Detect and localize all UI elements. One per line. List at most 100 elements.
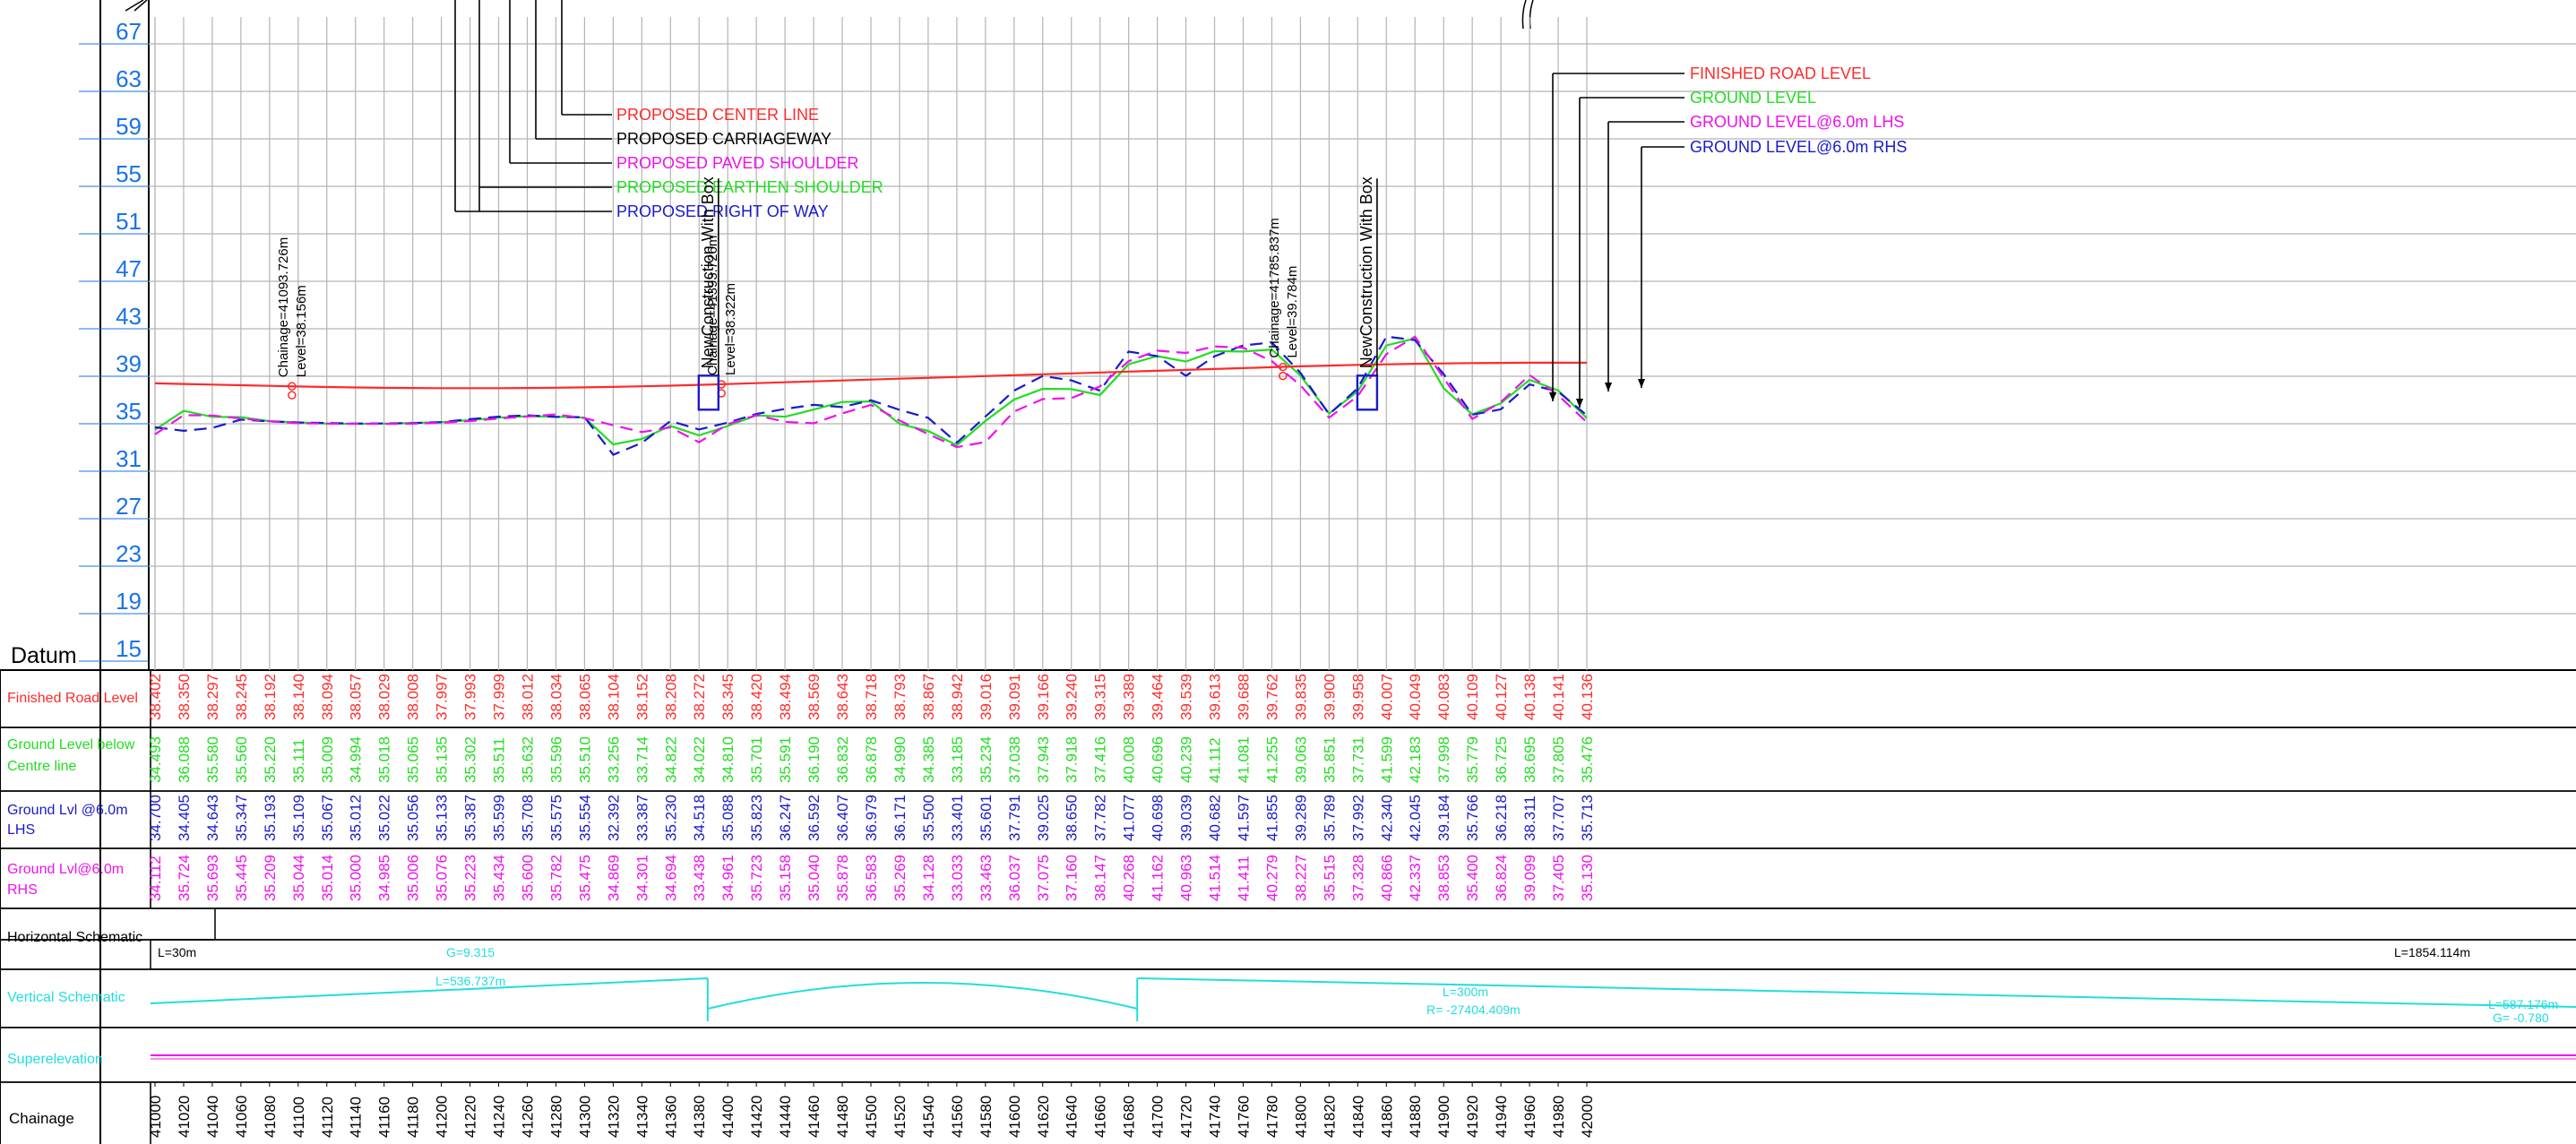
table-value: 39.539 (1178, 674, 1195, 720)
table-value: 34.810 (719, 736, 737, 783)
chainage-value: 41620 (1035, 1096, 1052, 1138)
chainage-annotation-text: Chainage=41393.726m (705, 236, 720, 375)
table-value: 40.141 (1550, 674, 1567, 720)
table-value: 40.083 (1435, 674, 1452, 720)
table-value: 35.302 (462, 736, 479, 783)
table-value: 40.268 (1121, 855, 1138, 901)
table-value: 35.193 (262, 795, 279, 841)
table-value: 34.518 (691, 795, 708, 841)
table-value: 39.762 (1263, 674, 1280, 720)
table-value: 41.255 (1263, 736, 1280, 783)
table-value: 39.900 (1321, 674, 1338, 720)
table-row-header: Centre line (7, 759, 76, 774)
chainage-value: 41480 (834, 1096, 851, 1138)
table-value: 35.600 (519, 855, 536, 901)
table-value: 39.099 (1521, 855, 1538, 901)
chainage-value: 41380 (691, 1096, 708, 1138)
table-value: 33.185 (949, 736, 966, 783)
table-value: 36.592 (806, 795, 823, 841)
chainage-annotation-text: Chainage=41093.726m (276, 237, 291, 377)
chainage-value: 41900 (1435, 1096, 1452, 1138)
chainage-value: 41860 (1378, 1096, 1395, 1138)
chainage-value: 41300 (576, 1096, 593, 1138)
table-value: 36.190 (806, 736, 823, 783)
datum-label: Datum (11, 643, 77, 668)
chainage-value: 42000 (1579, 1096, 1596, 1138)
level-marker (1279, 362, 1288, 372)
table-value: 35.400 (1464, 855, 1481, 901)
table-value: 38.643 (834, 674, 851, 720)
table-value: 35.789 (1321, 795, 1338, 841)
chainage-value: 41740 (1207, 1096, 1224, 1138)
table-value: 40.007 (1378, 674, 1395, 720)
table-value: 41.081 (1235, 736, 1252, 783)
schematics: Horizontal Schematic L=30m G=9.315 L=185… (7, 907, 2576, 1138)
table-value: 35.109 (290, 795, 307, 841)
table-value: 38.569 (806, 674, 823, 720)
chainage-value: 41980 (1550, 1096, 1567, 1138)
table-value: 34.022 (691, 736, 708, 783)
chainage-value: 41060 (233, 1096, 250, 1138)
table-value: 37.075 (1035, 855, 1052, 901)
table-value: 35.012 (348, 795, 365, 841)
vertical-schematic-line (150, 977, 708, 1004)
table-value: 39.039 (1178, 795, 1195, 841)
chainage-value: 41520 (892, 1096, 909, 1138)
legend-left-item: PROPOSED CARRIAGEWAY (616, 130, 831, 148)
table-value: 35.434 (491, 855, 508, 901)
table-value: 36.037 (1006, 855, 1023, 901)
table-value: 35.014 (319, 855, 336, 901)
break-mark (1521, 0, 1527, 30)
legend-left-item: PROPOSED RIGHT OF WAY (616, 202, 829, 220)
chainage-value: 41500 (863, 1096, 880, 1138)
legend-left-item: PROPOSED EARTHEN SHOULDER (616, 178, 883, 196)
chainage-value: 41400 (719, 1096, 737, 1138)
chainage-value: 41360 (662, 1096, 679, 1138)
table-value: 37.999 (491, 674, 508, 720)
table-value: 35.632 (519, 736, 536, 783)
elevation-axis: 67 63 59 55 51 47 43 39 35 31 27 23 19 15 (79, 18, 149, 662)
table-value: 35.580 (204, 736, 221, 783)
table-value: 39.289 (1292, 795, 1309, 841)
chainage-value: 41560 (949, 1096, 966, 1138)
elevation-tick-label: 63 (116, 65, 142, 92)
table-value: 39.166 (1035, 674, 1052, 720)
table-value: 38.104 (605, 674, 622, 720)
table-value: 39.025 (1035, 795, 1052, 841)
table-value: 38.853 (1435, 855, 1452, 901)
chainage-value: 41540 (920, 1096, 937, 1138)
table-value: 35.056 (405, 795, 422, 841)
table-value: 34.128 (920, 855, 937, 901)
vertical-schematic-label: Vertical Schematic (7, 990, 125, 1005)
table-value: 35.040 (806, 855, 823, 901)
table-value: 37.328 (1349, 855, 1366, 901)
chainage-value: 41780 (1263, 1096, 1280, 1138)
table-value: 37.405 (1550, 855, 1567, 901)
profile-line-0 (154, 361, 1587, 390)
table-value: 35.575 (547, 795, 564, 841)
table-value: 35.554 (576, 795, 593, 841)
chainage-value: 41880 (1407, 1096, 1424, 1138)
table-value: 39.688 (1235, 674, 1252, 720)
legend-right-item: GROUND LEVEL (1690, 89, 1816, 107)
table-value: 35.782 (547, 855, 564, 901)
legend-left-item: PROPOSED CENTER LINE (616, 106, 819, 124)
horizontal-g-text: G=9.315 (446, 945, 495, 959)
profile-line-3 (154, 335, 1588, 449)
annotations: Chainage=41093.726m Level=38.156m Chainage… (276, 176, 1379, 411)
table-row-header: LHS (7, 822, 35, 838)
vertical-seg3-grade: G= -0.780 (2493, 1011, 2549, 1025)
table-value: 34.961 (719, 855, 737, 901)
table-value: 38.402 (147, 674, 164, 720)
table-value: 36.088 (176, 736, 193, 783)
table-value: 38.029 (376, 674, 393, 720)
table-value: 39.016 (978, 674, 995, 720)
table-value: 35.475 (576, 855, 593, 901)
chainage-value: 41580 (978, 1096, 995, 1138)
horizontal-l-start: L=30m (158, 945, 196, 959)
table-value: 38.311 (1521, 796, 1538, 841)
table-value: 35.511 (491, 737, 508, 783)
table-value: 35.878 (834, 855, 851, 901)
chainage-annotation-text: Chainage=41785.837m (1267, 218, 1282, 357)
superelevation-label: Superelevation (7, 1052, 103, 1067)
